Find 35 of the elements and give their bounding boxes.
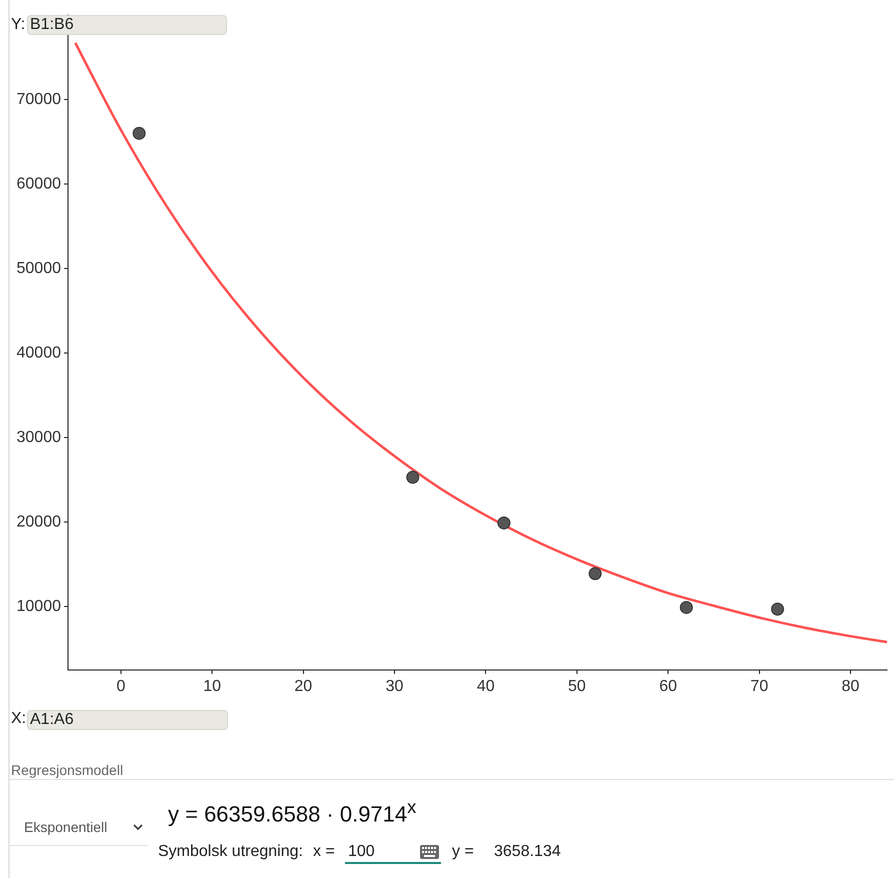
point bbox=[588, 567, 602, 580]
text: y = 66359.6588 · 0.9714$^{x}$ bbox=[168, 796, 416, 828]
text: 100 bbox=[348, 843, 375, 861]
x-tick-label: 20 bbox=[294, 678, 312, 696]
text: 3658.134 bbox=[494, 843, 561, 861]
y-tick-label: 70000 bbox=[16, 90, 62, 108]
text: X: bbox=[11, 710, 26, 728]
point bbox=[497, 516, 510, 530]
y-tick-label: 10000 bbox=[16, 598, 62, 616]
text: x = bbox=[313, 843, 335, 861]
y-tick-label: 60000 bbox=[16, 175, 62, 192]
text: A1:A6 bbox=[29, 710, 74, 730]
y-tick-label: 50000 bbox=[16, 260, 62, 277]
x-tick-label: 70 bbox=[750, 678, 768, 696]
line-series bbox=[74, 42, 887, 644]
x-tick-label: 10 bbox=[203, 678, 222, 696]
x-tick-label: 30 bbox=[386, 678, 404, 696]
text: Symbolsk utregning: bbox=[158, 843, 303, 861]
point bbox=[771, 602, 784, 616]
text: Y: bbox=[11, 16, 26, 34]
point bbox=[132, 126, 146, 140]
y-tick-label: 40000 bbox=[16, 344, 62, 362]
y-tick-label: 20000 bbox=[16, 514, 62, 531]
x-tick-label: 50 bbox=[568, 678, 586, 696]
point bbox=[406, 470, 420, 484]
x-tick-label: 0 bbox=[116, 678, 126, 696]
x-tick-label: 80 bbox=[842, 678, 860, 696]
text: y = bbox=[452, 843, 474, 861]
text: Regresjonsmodell bbox=[11, 762, 124, 778]
y-tick-label: 30000 bbox=[16, 428, 62, 446]
point bbox=[680, 600, 693, 614]
text: Eksponentiell bbox=[24, 819, 108, 835]
x-tick-label: 60 bbox=[659, 678, 678, 696]
annotation: B1:B6 bbox=[29, 15, 74, 35]
x-tick-label: 40 bbox=[476, 678, 495, 696]
